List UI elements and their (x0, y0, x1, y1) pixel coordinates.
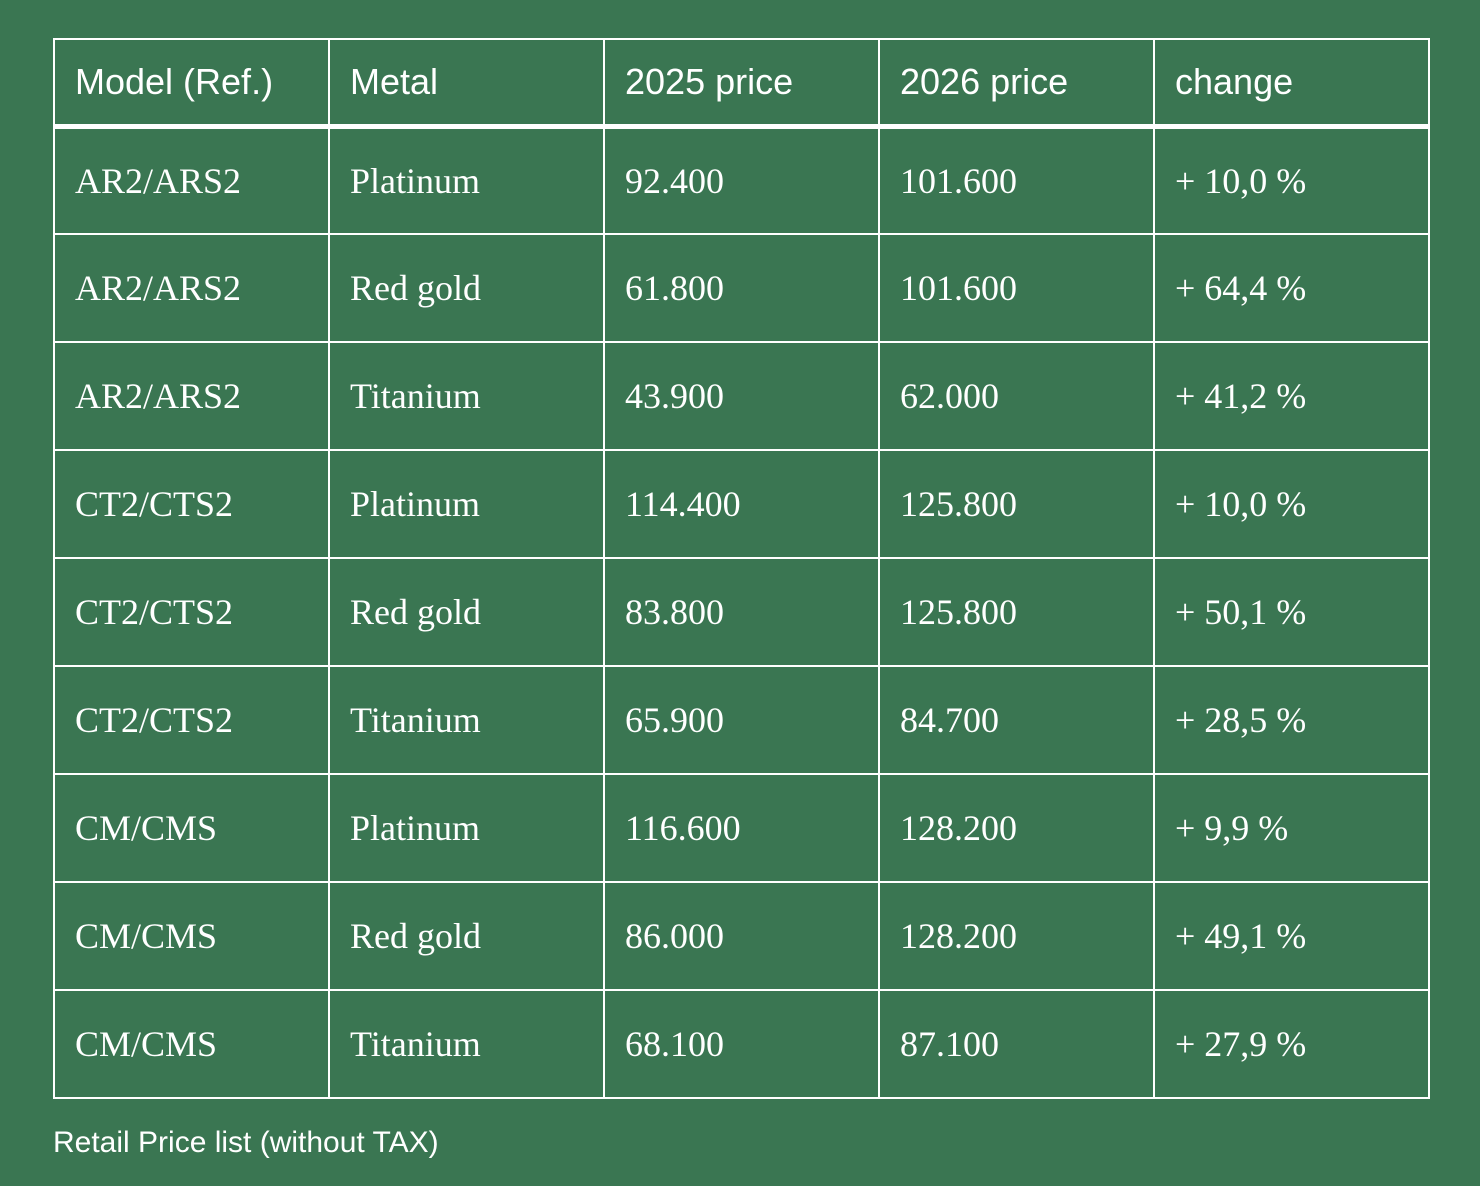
price-table: Model (Ref.) Metal 2025 price 2026 price… (53, 38, 1430, 1099)
cell-model: AR2/ARS2 (53, 341, 330, 451)
cell-2026-price: 125.800 (878, 449, 1155, 559)
cell-metal: Platinum (328, 125, 605, 235)
cell-model: CM/CMS (53, 989, 330, 1099)
table-header: Model (Ref.) Metal 2025 price 2026 price… (53, 38, 1430, 129)
cell-metal: Platinum (328, 773, 605, 883)
cell-2026-price: 101.600 (878, 125, 1155, 235)
header-metal: Metal (328, 38, 605, 129)
table-row: AR2/ARS2 Platinum 92.400 101.600 + 10,0 … (53, 125, 1430, 235)
cell-model: CM/CMS (53, 773, 330, 883)
cell-model: AR2/ARS2 (53, 125, 330, 235)
cell-metal: Platinum (328, 449, 605, 559)
cell-model: AR2/ARS2 (53, 233, 330, 343)
cell-2025-price: 83.800 (603, 557, 880, 667)
table-row: CM/CMS Red gold 86.000 128.200 + 49,1 % (53, 881, 1430, 991)
cell-2025-price: 61.800 (603, 233, 880, 343)
cell-2025-price: 114.400 (603, 449, 880, 559)
table-row: CM/CMS Titanium 68.100 87.100 + 27,9 % (53, 989, 1430, 1099)
cell-metal: Titanium (328, 989, 605, 1099)
table-row: CT2/CTS2 Platinum 114.400 125.800 + 10,0… (53, 449, 1430, 559)
cell-model: CT2/CTS2 (53, 557, 330, 667)
cell-change: + 41,2 % (1153, 341, 1430, 451)
cell-change: + 10,0 % (1153, 449, 1430, 559)
cell-change: + 10,0 % (1153, 125, 1430, 235)
cell-change: + 49,1 % (1153, 881, 1430, 991)
header-row: Model (Ref.) Metal 2025 price 2026 price… (53, 38, 1430, 129)
cell-metal: Red gold (328, 557, 605, 667)
table-row: AR2/ARS2 Red gold 61.800 101.600 + 64,4 … (53, 233, 1430, 343)
cell-2025-price: 92.400 (603, 125, 880, 235)
cell-2025-price: 65.900 (603, 665, 880, 775)
table-row: CT2/CTS2 Red gold 83.800 125.800 + 50,1 … (53, 557, 1430, 667)
cell-2026-price: 128.200 (878, 773, 1155, 883)
cell-metal: Titanium (328, 665, 605, 775)
cell-2025-price: 86.000 (603, 881, 880, 991)
cell-metal: Titanium (328, 341, 605, 451)
table-row: AR2/ARS2 Titanium 43.900 62.000 + 41,2 % (53, 341, 1430, 451)
table-body: AR2/ARS2 Platinum 92.400 101.600 + 10,0 … (53, 125, 1430, 1099)
header-change: change (1153, 38, 1430, 129)
cell-model: CT2/CTS2 (53, 449, 330, 559)
cell-model: CM/CMS (53, 881, 330, 991)
table-row: CM/CMS Platinum 116.600 128.200 + 9,9 % (53, 773, 1430, 883)
cell-2025-price: 116.600 (603, 773, 880, 883)
cell-metal: Red gold (328, 881, 605, 991)
cell-2026-price: 128.200 (878, 881, 1155, 991)
header-2026-price: 2026 price (878, 38, 1155, 129)
cell-metal: Red gold (328, 233, 605, 343)
cell-change: + 9,9 % (1153, 773, 1430, 883)
cell-model: CT2/CTS2 (53, 665, 330, 775)
cell-2026-price: 125.800 (878, 557, 1155, 667)
cell-2025-price: 43.900 (603, 341, 880, 451)
cell-change: + 64,4 % (1153, 233, 1430, 343)
cell-2025-price: 68.100 (603, 989, 880, 1099)
cell-2026-price: 84.700 (878, 665, 1155, 775)
header-2025-price: 2025 price (603, 38, 880, 129)
header-model: Model (Ref.) (53, 38, 330, 129)
cell-change: + 50,1 % (1153, 557, 1430, 667)
cell-2026-price: 87.100 (878, 989, 1155, 1099)
table-caption: Retail Price list (without TAX) (53, 1126, 439, 1159)
cell-2026-price: 62.000 (878, 341, 1155, 451)
cell-change: + 28,5 % (1153, 665, 1430, 775)
cell-change: + 27,9 % (1153, 989, 1430, 1099)
table-row: CT2/CTS2 Titanium 65.900 84.700 + 28,5 % (53, 665, 1430, 775)
cell-2026-price: 101.600 (878, 233, 1155, 343)
